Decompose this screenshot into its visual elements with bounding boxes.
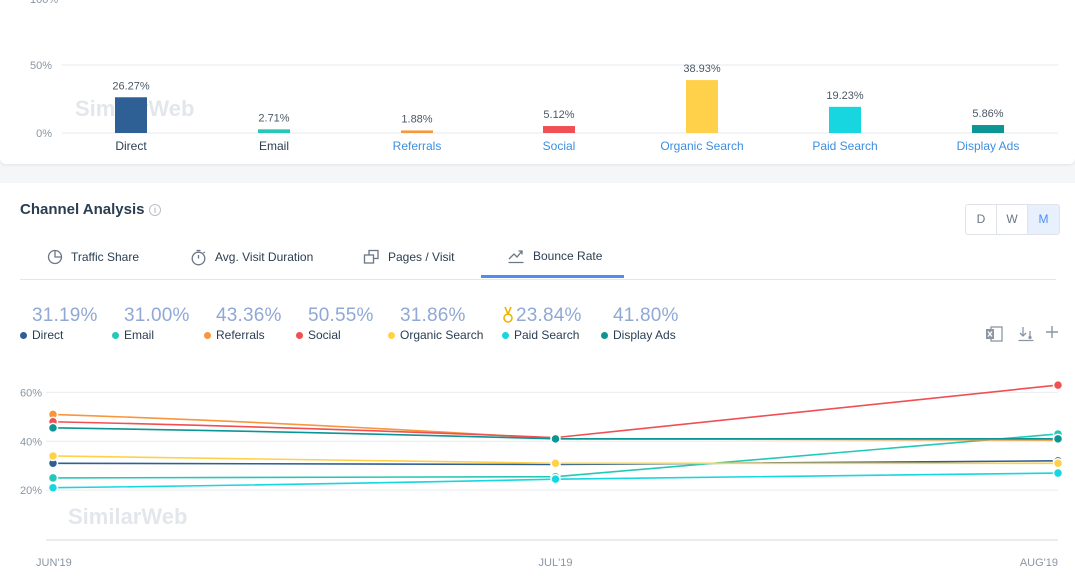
stopwatch-icon: [191, 249, 206, 265]
tab-traffic-share-label: Traffic Share: [71, 250, 140, 264]
metric-value: 31.86%: [400, 305, 466, 326]
metric-value: 43.36%: [216, 305, 282, 326]
legend-dot: [601, 331, 608, 339]
tab-pages-visit-label: Pages / Visit: [388, 250, 455, 264]
traffic-sources-card: 100% 50%0% SimilarWeb 26.27%Direct2.71%E…: [0, 0, 1075, 164]
granularity-toggle: D W M: [965, 204, 1060, 235]
channel-analysis-card: [0, 183, 1075, 579]
download-button[interactable]: [1017, 325, 1035, 348]
category-label[interactable]: Social: [543, 139, 576, 153]
granularity-week-button[interactable]: W: [997, 205, 1028, 234]
metric-social[interactable]: 50.55% Social: [296, 305, 374, 342]
tab-avg-visit-duration[interactable]: Avg. Visit Duration: [190, 236, 313, 278]
metric-label: Display Ads: [613, 328, 676, 342]
metric-display-ads[interactable]: 41.80% Display Ads: [601, 305, 679, 342]
category-label[interactable]: Organic Search: [660, 139, 743, 153]
tab-pages-visit[interactable]: Pages / Visit: [363, 236, 454, 278]
bar[interactable]: [972, 125, 1004, 133]
traffic-sources-bar-chart: 100% 50%0% SimilarWeb 26.27%Direct2.71%E…: [30, 0, 1058, 153]
granularity-month-button[interactable]: M: [1028, 205, 1059, 234]
legend-dot: [204, 331, 211, 339]
bar-value-label: 1.88%: [401, 113, 432, 125]
bar-value-label: 5.12%: [543, 109, 574, 121]
bounce-icon: [508, 249, 524, 263]
legend-dot: [112, 331, 119, 339]
metric-label: Paid Search: [514, 328, 580, 342]
tab-bounce-rate[interactable]: Bounce Rate: [481, 236, 624, 278]
tab-bounce-rate-label: Bounce Rate: [533, 248, 603, 263]
legend-dot: [502, 331, 509, 339]
tab-traffic-share[interactable]: Traffic Share: [47, 236, 139, 278]
metric-direct[interactable]: 31.19% Direct: [20, 305, 98, 342]
bar[interactable]: [543, 126, 575, 133]
legend-dot: [388, 331, 395, 339]
add-button[interactable]: [1045, 325, 1059, 344]
metric-label: Email: [124, 328, 155, 342]
metric-email[interactable]: 31.00% Email: [112, 305, 190, 342]
metric-value: 41.80%: [613, 305, 679, 326]
metric-label: Social: [308, 328, 341, 342]
metric-organic-search[interactable]: 31.86% Organic Search: [388, 305, 483, 342]
category-label: Email: [259, 139, 289, 153]
category-label[interactable]: Paid Search: [812, 139, 877, 153]
metric-paid-search[interactable]: 23.84% Paid Search: [502, 305, 582, 342]
category-label[interactable]: Display Ads: [957, 139, 1020, 153]
metric-value: 31.00%: [124, 305, 190, 326]
granularity-day-button[interactable]: D: [966, 205, 997, 234]
legend-dot: [20, 331, 27, 339]
download-icon: [1018, 327, 1034, 342]
bar-value-label: 2.71%: [258, 112, 289, 124]
info-icon[interactable]: i: [149, 204, 161, 216]
category-label: Direct: [115, 139, 147, 153]
plus-icon: [1046, 326, 1058, 338]
bar[interactable]: [258, 129, 290, 133]
bar-value-label: 19.23%: [826, 90, 864, 102]
y-tick-label: 50%: [30, 60, 52, 72]
metric-label: Direct: [32, 328, 64, 342]
bar[interactable]: [115, 97, 147, 133]
bar-value-label: 26.27%: [112, 80, 150, 92]
metric-value: 23.84%: [516, 305, 582, 326]
pie-chart-icon: [47, 249, 63, 265]
bar-value-label: 5.86%: [972, 108, 1003, 120]
bar[interactable]: [686, 80, 718, 133]
metric-value: 31.19%: [32, 305, 98, 326]
metric-referrals[interactable]: 43.36% Referrals: [204, 305, 282, 342]
excel-icon: [986, 326, 1003, 342]
bar-value-label: 38.93%: [683, 63, 721, 75]
tab-avg-visit-duration-label: Avg. Visit Duration: [215, 250, 314, 264]
y-tick-label: 0%: [36, 128, 52, 140]
bar[interactable]: [401, 130, 433, 133]
metric-label: Referrals: [216, 328, 265, 342]
metric-value: 50.55%: [308, 305, 374, 326]
y-tick-partial: 100%: [30, 0, 58, 6]
metric-label: Organic Search: [400, 328, 484, 342]
category-label[interactable]: Referrals: [393, 139, 442, 153]
page-title: Channel Analysis: [20, 201, 145, 218]
pages-icon: [363, 249, 379, 264]
metric-tabs: Traffic Share Avg. Visit Duration Pages …: [20, 236, 1056, 280]
excel-export-button[interactable]: [985, 325, 1003, 348]
bar[interactable]: [829, 106, 861, 133]
legend-dot: [296, 331, 303, 339]
medal-icon: [503, 306, 513, 323]
